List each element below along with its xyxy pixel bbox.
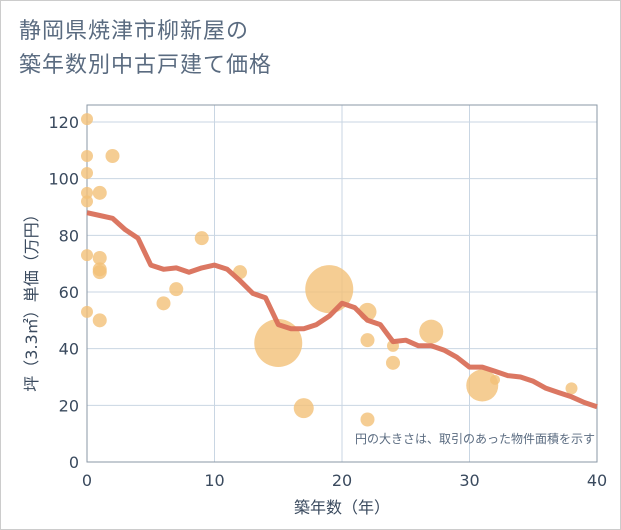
y-tick-label: 80 (59, 226, 79, 245)
x-tick-label: 30 (459, 471, 479, 490)
x-tick-label: 40 (587, 471, 607, 490)
data-point (169, 282, 184, 297)
data-point (360, 333, 375, 348)
y-tick-label: 60 (59, 283, 79, 302)
x-tick-label: 0 (82, 471, 92, 490)
data-point (105, 149, 120, 163)
data-point (419, 319, 444, 344)
title-line-2: 築年数別中古戸建て価格 (19, 53, 273, 78)
data-point (81, 150, 93, 162)
y-axis-label: 坪（3.3㎡）単価（万円） (22, 206, 41, 391)
data-point (360, 412, 375, 427)
data-point (92, 265, 107, 280)
data-point (386, 355, 400, 370)
trend-line (86, 210, 598, 410)
data-point (92, 313, 107, 328)
data-point (92, 185, 107, 200)
data-point (81, 113, 93, 126)
y-tick-label: 0 (69, 453, 79, 472)
data-point (81, 186, 93, 199)
y-tick-label: 40 (59, 340, 79, 359)
data-point (466, 369, 499, 402)
data-point (194, 231, 209, 246)
plot-border (86, 104, 598, 463)
x-tick-label: 20 (332, 471, 352, 490)
data-point (81, 249, 93, 262)
x-tick-label: 10 (204, 471, 224, 490)
data-point (565, 382, 578, 395)
data-point (92, 251, 107, 265)
y-tick-label: 120 (48, 113, 79, 132)
data-point (156, 296, 171, 311)
y-tick-label: 100 (48, 170, 79, 189)
y-tick-label: 20 (59, 396, 79, 415)
x-axis-label: 築年数（年） (294, 498, 390, 517)
title-line-1: 静岡県焼津市柳新屋の (19, 19, 250, 44)
size-annotation: 円の大きさは、取引のあった物件面積を示す (355, 431, 595, 446)
data-point (293, 398, 314, 419)
data-point (81, 305, 93, 318)
data-point (490, 374, 500, 385)
data-point (81, 195, 93, 208)
chart-title: 静岡県焼津市柳新屋の 築年数別中古戸建て価格 (19, 15, 272, 83)
data-point (81, 167, 93, 179)
